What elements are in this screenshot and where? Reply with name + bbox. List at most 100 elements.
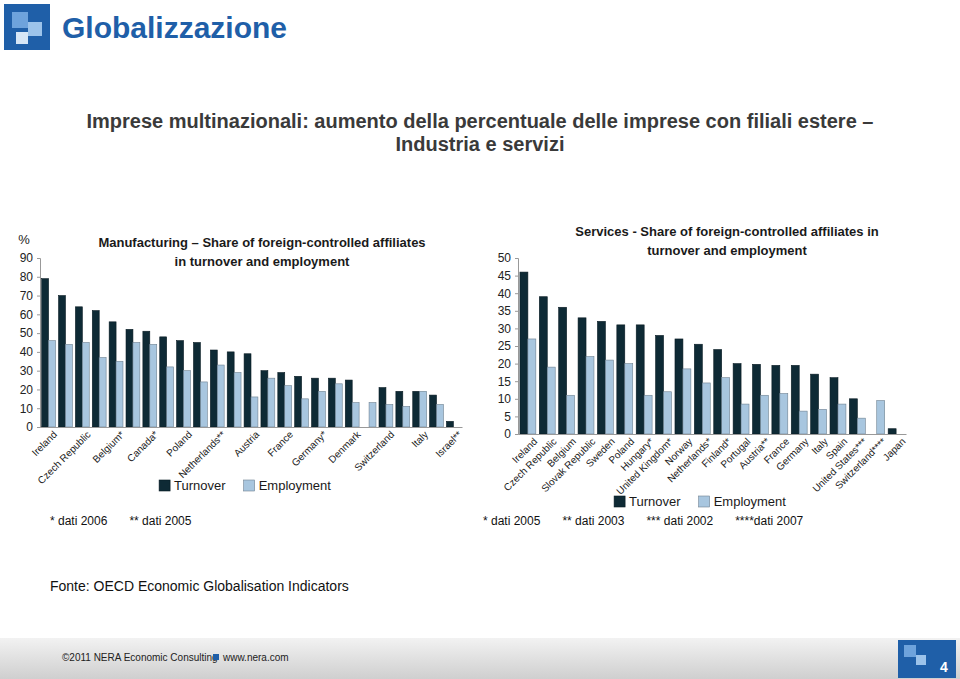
y-tick: 30 (20, 364, 40, 378)
y-tick-mark (37, 408, 40, 409)
x-tick-label: Switzerland**** (833, 436, 888, 491)
bar (617, 325, 625, 434)
bar (547, 367, 555, 434)
legend-label: Turnover (629, 494, 681, 509)
y-tick: 15 (498, 375, 518, 389)
y-tick-mark (515, 364, 518, 365)
chart-title: Manufacturing – Share of foreign-control… (98, 235, 425, 250)
legend-item: Employment (244, 478, 332, 493)
bar (335, 384, 342, 427)
x-tick-label: Belgium* (90, 429, 126, 465)
y-tick: 50 (20, 326, 40, 340)
bar (217, 365, 224, 427)
y-tick-label: 25 (498, 339, 512, 353)
legend: TurnoverEmployment (614, 494, 786, 509)
y-tick-label: 10 (20, 402, 34, 416)
bar (352, 403, 359, 427)
logo-cube (904, 645, 916, 657)
bar (528, 339, 536, 434)
y-tick-label: 30 (20, 364, 34, 378)
x-tick: United Kingdom* (614, 436, 675, 497)
bar (656, 335, 664, 434)
footer-bar (0, 638, 960, 679)
y-tick: 90 (20, 251, 40, 265)
y-tick-mark (515, 328, 518, 329)
footnote: *** dati 2002 (646, 514, 713, 528)
x-tick: Germany* (289, 429, 329, 469)
y-tick: 0 (26, 420, 40, 434)
legend-swatch (614, 496, 625, 507)
x-axis: IrelandCzech RepublicBelgiumSlovak Repub… (501, 435, 907, 497)
y-tick: 80 (20, 270, 40, 284)
plot-area (42, 279, 454, 427)
legend-item: Turnover (614, 494, 681, 509)
bar (251, 397, 258, 427)
footnote: * dati 2005 (483, 514, 541, 528)
bar (177, 341, 184, 427)
x-tick: Israel** (433, 429, 464, 460)
y-axis-line (515, 259, 519, 435)
x-tick: Austria (232, 428, 262, 458)
y-tick: 10 (20, 402, 40, 416)
legend-label: Employment (259, 478, 332, 493)
bar (379, 388, 386, 427)
bar (261, 371, 268, 427)
y-tick: 0 (504, 427, 518, 441)
x-tick-label: France (265, 428, 295, 458)
y-tick-mark (515, 276, 518, 277)
bar (644, 395, 652, 434)
x-tick: Ireland (30, 429, 59, 458)
bar (126, 329, 133, 427)
footnote: ** dati 2005 (129, 514, 191, 528)
logo (4, 4, 50, 50)
footnote: * dati 2006 (50, 514, 108, 528)
background (0, 0, 960, 679)
x-tick: Poland (164, 429, 194, 459)
y-tick-mark (37, 296, 40, 297)
plot-area (520, 272, 896, 434)
bar (143, 331, 150, 427)
y-tick-mark (37, 352, 40, 353)
bar (150, 344, 157, 427)
x-axis-line (41, 427, 463, 428)
logo-cube (12, 12, 28, 28)
legend-label: Turnover (174, 478, 226, 493)
x-tick: Netherlands** (176, 429, 227, 480)
bar (430, 395, 437, 427)
x-tick: Switzerland**** (833, 436, 888, 491)
x-tick: Czech Republic (35, 429, 92, 486)
y-tick-label: 10 (498, 392, 512, 406)
y-tick-mark (37, 333, 40, 334)
legend: Turnover Employment (159, 478, 331, 493)
bar (285, 386, 292, 427)
y-tick-label: 50 (20, 326, 34, 340)
page-number: 4 (940, 659, 948, 675)
footer-url: www.nera.com (222, 652, 289, 663)
y-tick-mark (515, 258, 518, 259)
bar (295, 376, 302, 427)
x-tick-label: Israel** (433, 429, 464, 460)
y-tick-mark (37, 277, 40, 278)
bar (92, 311, 99, 427)
page: GlobalizzazioneImprese multinazionali: a… (0, 0, 960, 679)
bar (578, 318, 586, 434)
bar (59, 296, 66, 427)
y-tick-mark (37, 427, 40, 428)
footer-bullet (213, 654, 219, 660)
bar (42, 279, 49, 427)
y-axis-line (37, 259, 41, 428)
y-tick-mark (515, 293, 518, 294)
bar (244, 354, 251, 427)
x-tick: France (265, 428, 295, 458)
logo-cube (916, 655, 926, 665)
bar (167, 367, 174, 427)
bar (753, 364, 761, 434)
y-tick: 70 (20, 289, 40, 303)
x-tick-label: Poland (164, 429, 194, 459)
bar (312, 378, 319, 427)
y-tick-mark (515, 434, 518, 435)
bar (403, 406, 410, 427)
bar (702, 383, 710, 434)
bar (345, 380, 352, 427)
y-tick-label: 5 (504, 410, 511, 424)
